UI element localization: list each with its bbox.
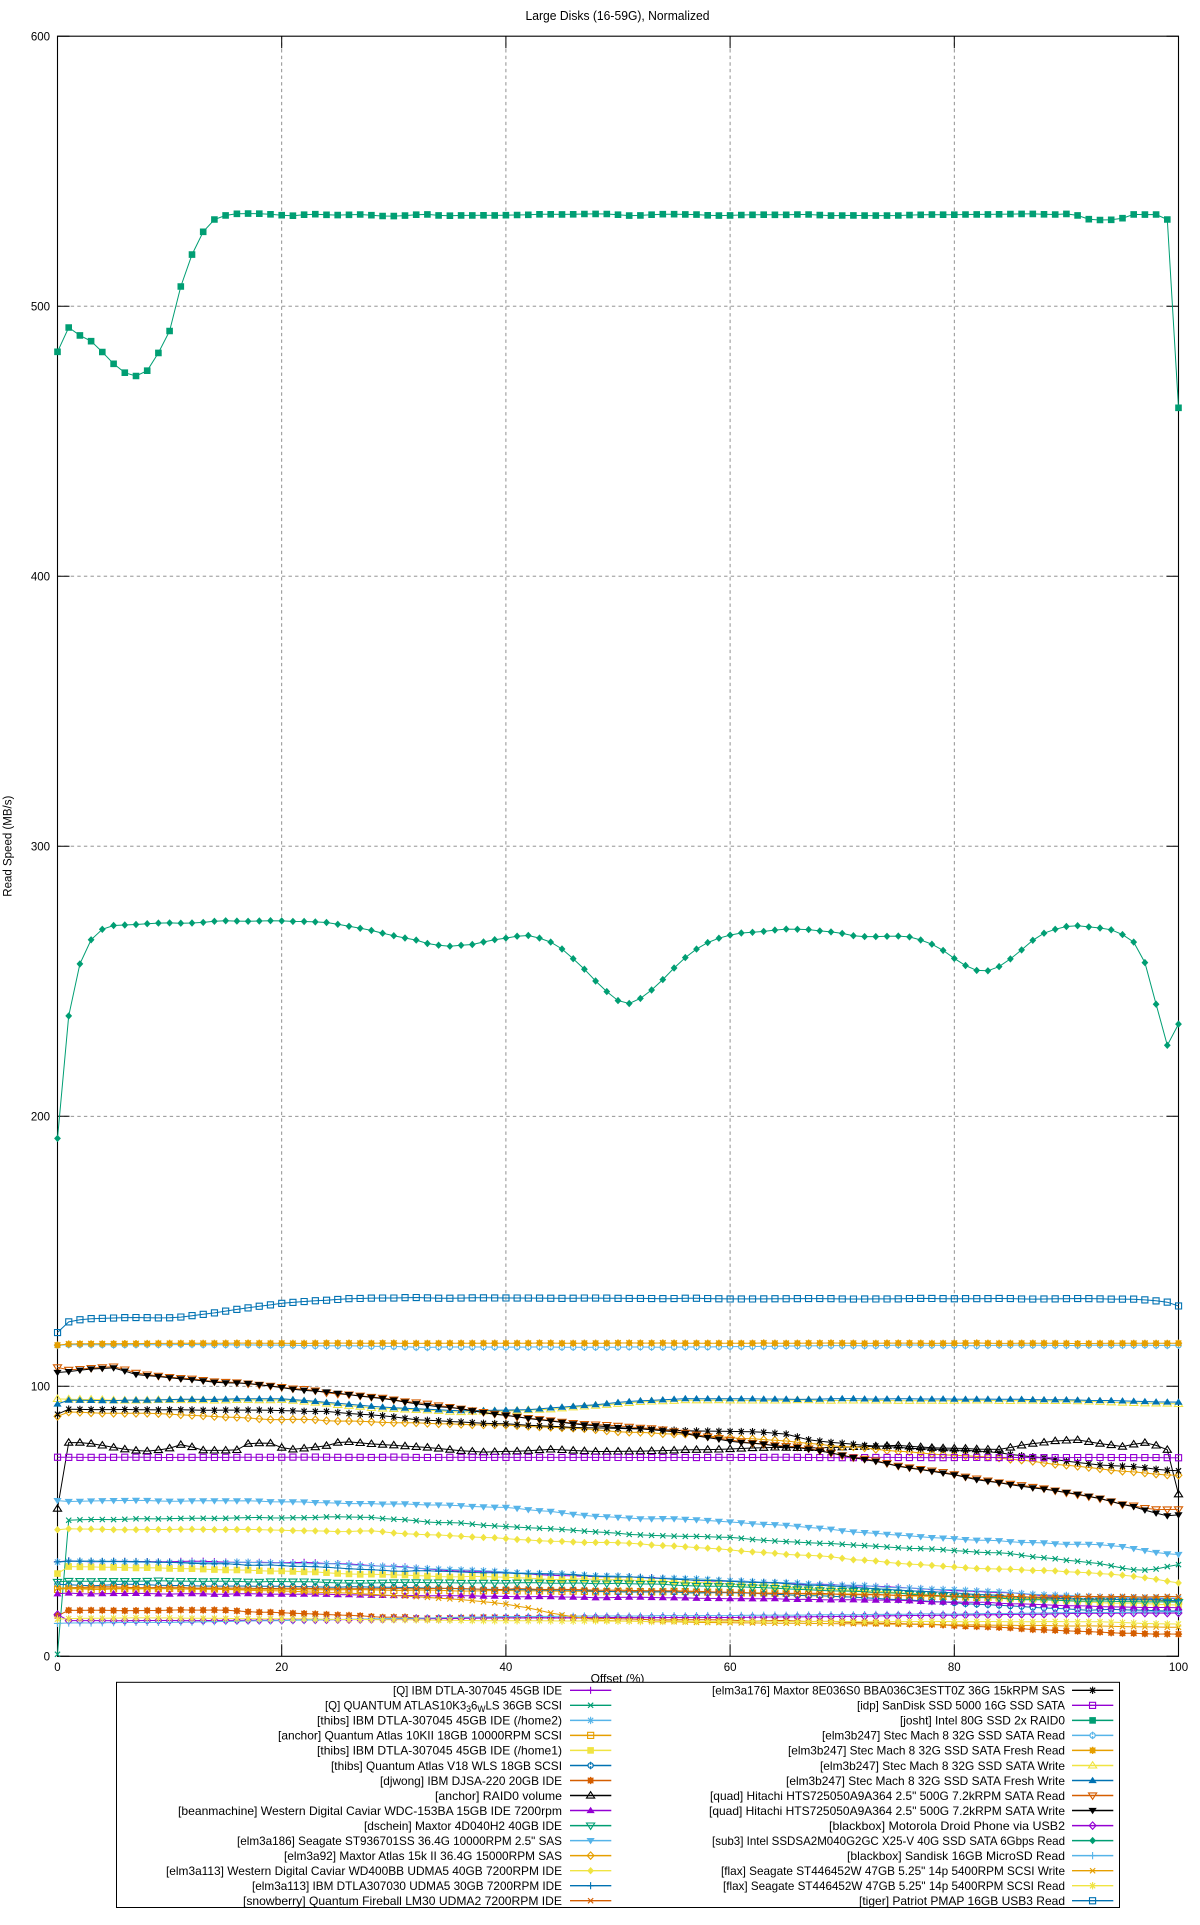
svg-text:[flax] Seagate ST446452W 47GB: [flax] Seagate ST446452W 47GB 5.25" 14p …: [723, 1879, 1065, 1893]
svg-text:[djwong] IBM DJSA-220 20GB IDE: [djwong] IBM DJSA-220 20GB IDE: [380, 1774, 562, 1788]
svg-text:[tiger] Patriot PMAP 16GB USB3: [tiger] Patriot PMAP 16GB USB3 Read: [859, 1894, 1065, 1908]
svg-text:Read Speed (MB/s): Read Speed (MB/s): [3, 796, 15, 897]
svg-text:[anchor] RAID0 volume: [anchor] RAID0 volume: [435, 1789, 562, 1803]
svg-text:400: 400: [31, 571, 50, 583]
svg-text:[quad] Hitachi HTS725050A9A364: [quad] Hitachi HTS725050A9A364 2.5" 500G…: [709, 1804, 1065, 1818]
svg-text:40: 40: [500, 1662, 513, 1674]
svg-text:[elm3a113] Western Digital Cav: [elm3a113] Western Digital Caviar WD400B…: [166, 1864, 562, 1878]
svg-text:[idp] SanDisk SSD 5000 16G SSD: [idp] SanDisk SSD 5000 16G SSD SATA: [857, 1699, 1065, 1713]
svg-text:[josht] Intel 80G SSD 2x RAID0: [josht] Intel 80G SSD 2x RAID0: [900, 1714, 1065, 1728]
svg-text:Large Disks (16-59G), Normaliz: Large Disks (16-59G), Normalized: [526, 9, 710, 23]
svg-text:[sub3] Intel SSDSA2M040G2GC X2: [sub3] Intel SSDSA2M040G2GC X25-V 40G SS…: [712, 1834, 1065, 1848]
svg-text:600: 600: [31, 31, 50, 43]
svg-text:[anchor] Quantum Atlas 10KII 1: [anchor] Quantum Atlas 10KII 18GB 10000R…: [278, 1729, 562, 1743]
svg-text:[elm3a113] IBM DTLA307030 UDMA: [elm3a113] IBM DTLA307030 UDMA5 30GB 720…: [252, 1879, 562, 1893]
svg-text:[elm3b247] Stec Mach 8 32G SSD: [elm3b247] Stec Mach 8 32G SSD SATA Fres…: [788, 1744, 1065, 1758]
svg-text:[dschein] Maxtor 4D040H2 40GB: [dschein] Maxtor 4D040H2 40GB IDE: [364, 1819, 562, 1833]
svg-text:[elm3b247] Stec Mach 8 32G SSD: [elm3b247] Stec Mach 8 32G SSD SATA Read: [822, 1729, 1065, 1743]
svg-text:[elm3b247] Stec Mach 8 32G SSD: [elm3b247] Stec Mach 8 32G SSD SATA Writ…: [820, 1759, 1065, 1773]
svg-text:[beanmachine] Western Digital: [beanmachine] Western Digital Caviar WDC…: [178, 1804, 562, 1818]
svg-text:[elm3b247] Stec Mach 8 32G SSD: [elm3b247] Stec Mach 8 32G SSD SATA Fres…: [786, 1774, 1065, 1788]
svg-text:[elm3a176] Maxtor 8E036S0 BBA0: [elm3a176] Maxtor 8E036S0 BBA036C3ESTT0Z…: [712, 1684, 1065, 1698]
svg-text:[blackbox] Sandisk 16GB MicroS: [blackbox] Sandisk 16GB MicroSD Read: [847, 1849, 1065, 1863]
svg-text:0: 0: [54, 1662, 60, 1674]
svg-text:200: 200: [31, 1111, 50, 1123]
svg-text:[quad] Hitachi HTS725050A9A364: [quad] Hitachi HTS725050A9A364 2.5" 500G…: [710, 1789, 1065, 1803]
svg-text:[thibs] Quantum Atlas V18 WLS: [thibs] Quantum Atlas V18 WLS 18GB SCSI: [331, 1759, 562, 1773]
svg-text:300: 300: [31, 841, 50, 853]
svg-text:20: 20: [275, 1662, 288, 1674]
svg-text:[snowberry] Quantum Fireball L: [snowberry] Quantum Fireball LM30 UDMA2 …: [243, 1894, 562, 1908]
svg-text:[blackbox] Motorola Droid Phon: [blackbox] Motorola Droid Phone via USB2: [829, 1819, 1065, 1833]
svg-text:100: 100: [1169, 1662, 1188, 1674]
svg-text:0: 0: [44, 1651, 50, 1663]
svg-text:[Q] QUANTUM ATLAS10K336WLS 36G: [Q] QUANTUM ATLAS10K336WLS 36GB SCSI: [325, 1699, 562, 1715]
svg-text:[elm3a92] Maxtor Atlas 15k II: [elm3a92] Maxtor Atlas 15k II 36.4G 1500…: [284, 1849, 562, 1863]
svg-text:80: 80: [948, 1662, 961, 1674]
svg-text:60: 60: [724, 1662, 737, 1674]
svg-text:[thibs] IBM DTLA-307045 45GB I: [thibs] IBM DTLA-307045 45GB IDE (/home2…: [317, 1714, 562, 1728]
svg-text:[thibs] IBM DTLA-307045 45GB I: [thibs] IBM DTLA-307045 45GB IDE (/home1…: [317, 1744, 562, 1758]
svg-text:[elm3a186] Seagate ST936701SS: [elm3a186] Seagate ST936701SS 36.4G 1000…: [237, 1834, 562, 1848]
svg-text:[Q] IBM DTLA-307045 45GB IDE: [Q] IBM DTLA-307045 45GB IDE: [393, 1684, 562, 1698]
svg-text:[flax] Seagate ST446452W 47GB: [flax] Seagate ST446452W 47GB 5.25" 14p …: [721, 1864, 1065, 1878]
svg-text:500: 500: [31, 301, 50, 313]
svg-text:100: 100: [31, 1381, 50, 1393]
